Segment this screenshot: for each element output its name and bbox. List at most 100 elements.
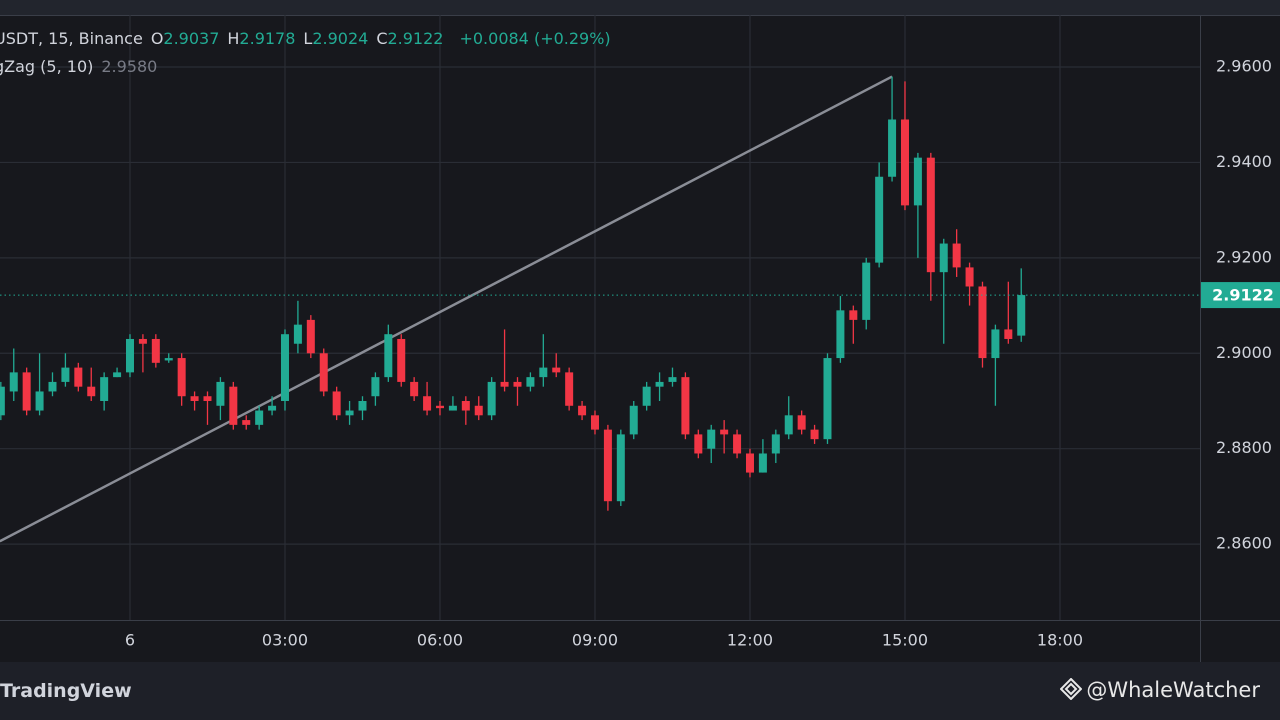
candle-body xyxy=(371,377,380,397)
candle xyxy=(384,324,393,382)
candle xyxy=(268,396,277,416)
candle xyxy=(655,372,664,401)
candle-body xyxy=(668,377,677,382)
candle-body xyxy=(0,386,5,416)
candle xyxy=(474,396,483,421)
candle xyxy=(74,362,83,392)
candle xyxy=(629,400,638,440)
candle-body xyxy=(332,391,341,416)
candle-body xyxy=(151,338,160,363)
candle-body xyxy=(87,386,96,397)
candle-body xyxy=(590,415,599,430)
candle-body xyxy=(849,310,858,320)
y-tick-label: 2.8600 xyxy=(1216,534,1272,553)
candle-body xyxy=(823,358,832,440)
candle-body xyxy=(733,434,742,454)
candle xyxy=(410,377,419,401)
candle-body xyxy=(1004,329,1013,339)
candle xyxy=(319,348,328,397)
candle xyxy=(293,300,302,354)
legend-label: L xyxy=(303,29,313,48)
candle xyxy=(500,329,509,392)
candle-body xyxy=(255,410,264,425)
y-tick-label: 2.9600 xyxy=(1216,57,1272,76)
candle-body xyxy=(616,434,625,502)
candle-body xyxy=(707,429,716,449)
candle xyxy=(358,396,367,421)
legend-value: 2.9178 xyxy=(239,29,296,48)
candle-body xyxy=(888,119,897,177)
candle xyxy=(177,353,186,406)
candle-body xyxy=(423,396,432,411)
candle xyxy=(539,334,548,387)
candle xyxy=(526,372,535,392)
candle xyxy=(280,329,289,411)
legend-value: 2.9122 xyxy=(387,29,444,48)
candle-body xyxy=(100,377,109,401)
indicator-row: gZag (5, 10) 2.9580 xyxy=(0,57,165,76)
candle xyxy=(0,381,5,421)
candle-body xyxy=(565,372,574,406)
candle-body xyxy=(203,396,212,401)
candle xyxy=(513,377,522,406)
candle xyxy=(758,439,767,473)
candle xyxy=(371,372,380,406)
candle-body xyxy=(345,410,354,416)
candle-body xyxy=(22,372,31,411)
candle xyxy=(694,429,703,459)
symbol: USDT, 15, Binance xyxy=(0,29,143,48)
candle-body xyxy=(965,267,974,287)
candle-body xyxy=(35,391,44,411)
candle xyxy=(345,400,354,425)
x-tick-label: 09:00 xyxy=(572,631,618,650)
candle-body xyxy=(397,338,406,382)
candle xyxy=(952,229,961,277)
candle-body xyxy=(61,367,70,382)
legend-label: O xyxy=(150,29,164,48)
candle-body xyxy=(603,429,612,502)
candle-body xyxy=(384,334,393,378)
candle xyxy=(151,334,160,368)
x-tick-label: 03:00 xyxy=(262,631,308,650)
candle xyxy=(22,367,31,416)
candle-body xyxy=(268,405,277,411)
top-strip xyxy=(0,0,1280,15)
candle-body xyxy=(629,405,638,435)
candle xyxy=(487,377,496,421)
x-tick-label: 06:00 xyxy=(417,631,463,650)
candle-body xyxy=(526,377,535,387)
legend-value: 2.9024 xyxy=(312,29,369,48)
legend-label: C xyxy=(376,29,388,48)
candle xyxy=(552,353,561,378)
candle xyxy=(448,396,457,411)
candle xyxy=(100,372,109,411)
candle-body xyxy=(164,358,173,361)
candle-body xyxy=(513,381,522,387)
candle-body xyxy=(48,381,57,392)
ohlc: O2.9037 H2.9178 L2.9024 C2.9122 xyxy=(151,29,452,48)
candle-body xyxy=(474,405,483,416)
candle xyxy=(913,152,922,258)
candle xyxy=(190,391,199,411)
y-tick-label: 2.8800 xyxy=(1216,438,1272,457)
candle-body xyxy=(125,338,134,373)
candle-body xyxy=(461,400,470,411)
x-tick-label: 15:00 xyxy=(882,631,928,650)
candle xyxy=(461,396,470,425)
candle xyxy=(642,381,651,411)
price-label-box xyxy=(1201,282,1280,309)
indicator-name: gZag (5, 10) xyxy=(0,57,94,76)
candle-body xyxy=(190,396,199,401)
watermark-icon xyxy=(1060,678,1083,700)
candle-body xyxy=(500,381,509,387)
candle xyxy=(797,410,806,435)
candle xyxy=(35,353,44,416)
candle-body xyxy=(435,405,444,409)
candle xyxy=(771,429,780,464)
y-tick-label: 2.9000 xyxy=(1216,343,1272,362)
candle xyxy=(255,405,264,430)
indicator-value: 2.9580 xyxy=(101,57,158,76)
candle xyxy=(849,305,858,344)
candle-body xyxy=(539,367,548,378)
